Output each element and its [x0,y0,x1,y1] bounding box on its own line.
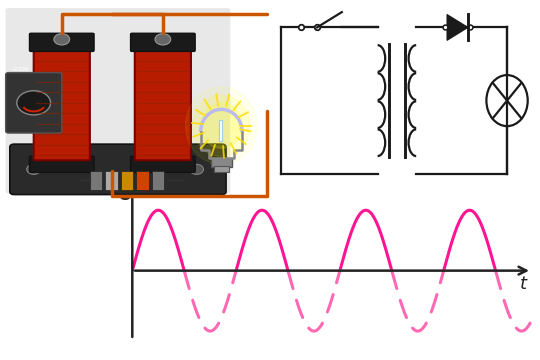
Text: U: U [118,186,132,204]
FancyBboxPatch shape [30,156,94,172]
Circle shape [155,34,171,45]
Bar [121,171,133,189]
FancyBboxPatch shape [33,48,90,160]
Circle shape [190,164,204,174]
Bar [105,171,118,189]
FancyBboxPatch shape [131,33,195,51]
FancyBboxPatch shape [10,144,226,194]
Circle shape [201,103,242,148]
FancyBboxPatch shape [135,48,191,160]
Bar [152,171,164,189]
Text: t: t [519,275,526,293]
Text: ~220V: ~220V [11,67,30,72]
Circle shape [186,87,258,165]
Polygon shape [447,14,468,40]
Bar [211,158,232,167]
Circle shape [54,34,70,45]
Circle shape [17,91,51,115]
Circle shape [193,95,250,157]
FancyBboxPatch shape [30,33,94,51]
FancyBboxPatch shape [131,156,195,172]
FancyBboxPatch shape [5,73,62,133]
Bar [136,171,149,189]
Bar [90,171,103,189]
FancyBboxPatch shape [5,8,230,194]
Bar [214,166,229,172]
Circle shape [26,164,40,174]
